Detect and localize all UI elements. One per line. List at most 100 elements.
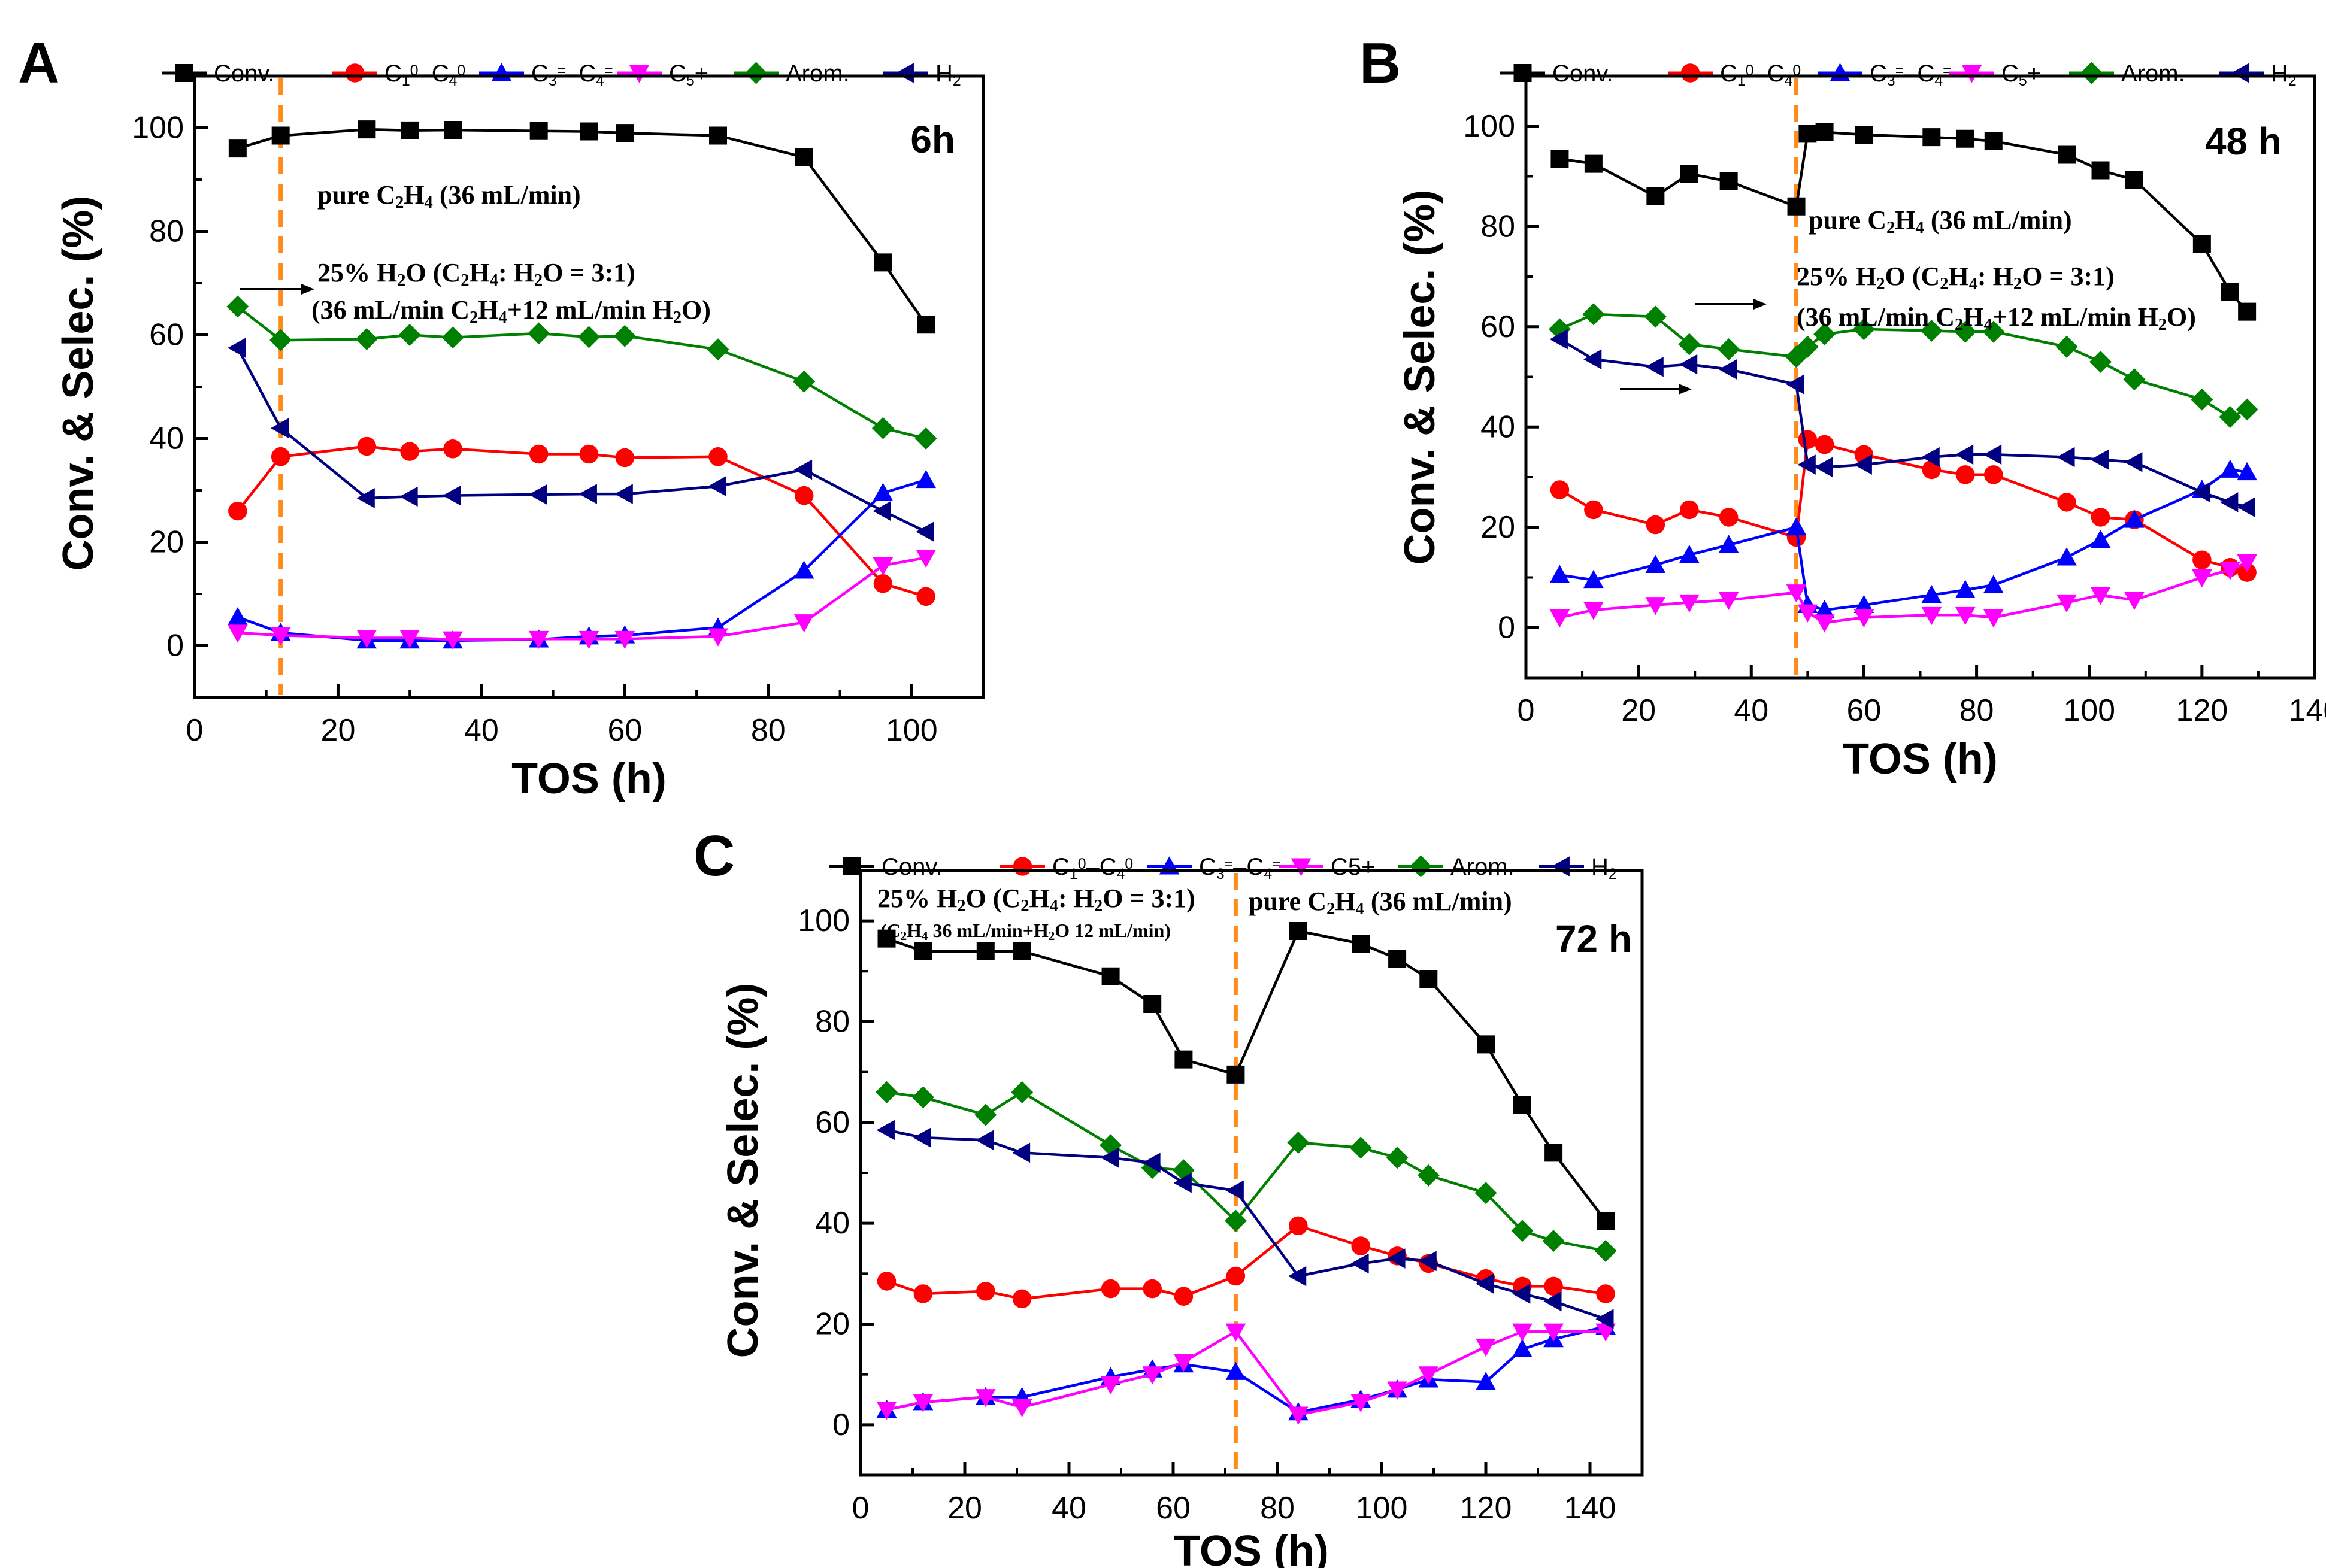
data-point-Conv. — [401, 121, 419, 139]
data-point-Conv. — [2125, 171, 2143, 189]
data-point-C5+ — [1476, 1338, 1496, 1357]
series-Conv. — [877, 922, 1615, 1230]
data-point-H2 — [2220, 492, 2239, 512]
data-point-Arom. — [1474, 1182, 1497, 1205]
y-tick-label: 100 — [1463, 109, 1515, 144]
data-point-Conv. — [1597, 1211, 1615, 1230]
annotation-text-sub: 2 — [395, 193, 404, 212]
annotation-text-part: O = 3:1) — [1103, 884, 1195, 913]
data-point-C5+ — [876, 1402, 897, 1420]
data-point-C1-C4 — [1956, 465, 1975, 484]
data-point-C5+ — [443, 631, 463, 650]
data-point-Arom. — [1920, 319, 1943, 342]
data-point-C5+ — [614, 630, 635, 650]
series-H2 — [1549, 329, 2255, 518]
series-H2 — [228, 338, 934, 542]
annotation-text-part: : H — [498, 258, 534, 287]
data-point-C3=-C4= — [2090, 529, 2111, 548]
y-tick-label: 20 — [1480, 510, 1515, 545]
data-point-H2 — [793, 459, 813, 480]
legend-label-part: Conv. — [1552, 60, 1613, 87]
data-point-H2 — [876, 1120, 895, 1141]
data-point-Arom. — [1982, 320, 2005, 343]
series-line-C5+ — [237, 556, 926, 641]
data-point-H2 — [614, 484, 633, 504]
data-point-C5+ — [1418, 1366, 1439, 1385]
data-point-C1-C4 — [1101, 1279, 1120, 1299]
legend-label-part: C — [1052, 854, 1070, 880]
data-point-H2 — [916, 521, 934, 542]
series-C3=-C4= — [876, 1316, 1616, 1421]
data-point-H2 — [1679, 354, 1698, 375]
annotation-text-part: : H — [1058, 884, 1094, 913]
annotation-text: pure C2H4 (36 mL/min) — [1249, 887, 1512, 918]
data-point-Arom. — [1349, 1136, 1372, 1159]
legend-marker-H2 — [1551, 856, 1570, 876]
data-point-C5+ — [2090, 587, 2111, 605]
data-point-Conv. — [1477, 1035, 1495, 1054]
y-tick-label: 80 — [815, 1005, 850, 1039]
x-tick-label: 40 — [1052, 1491, 1086, 1525]
data-point-C3=-C4= — [1476, 1372, 1496, 1390]
data-point-C3=-C4= — [1786, 517, 1807, 536]
data-point-Arom. — [1542, 1230, 1565, 1252]
data-point-C5+ — [1718, 592, 1739, 610]
data-point-C1-C4 — [1351, 1236, 1370, 1255]
data-point-C3=-C4= — [1921, 585, 1942, 603]
data-point-C3=-C4= — [2220, 459, 2240, 478]
legend-label: Conv. — [1552, 60, 1613, 87]
data-point-C1-C4 — [1143, 1279, 1162, 1299]
corner-label: 72 h — [1555, 917, 1632, 960]
panel-letter: B — [1359, 31, 1401, 95]
data-point-C1-C4 — [1012, 1289, 1032, 1309]
data-point-C3=-C4= — [2124, 509, 2145, 528]
data-point-H2 — [1797, 454, 1816, 475]
annotation-text-sub: 4 — [490, 271, 498, 290]
legend-marker-C5+ — [1291, 858, 1312, 876]
data-point-C5+ — [1288, 1406, 1309, 1425]
legend-label-part: Conv. — [882, 854, 943, 880]
annotation-text-part: : H — [1977, 262, 2013, 291]
data-point-H2 — [1173, 1173, 1192, 1193]
annotation-text-sub: 4 — [1969, 275, 1977, 293]
data-point-H2 — [1100, 1147, 1119, 1168]
legend-marker-Arom. — [2080, 62, 2103, 84]
series-Arom. — [226, 295, 937, 450]
x-tick-label: 80 — [1959, 693, 1994, 728]
data-point-C5+ — [793, 614, 814, 633]
annotation-text-sub: 2 — [2013, 275, 2022, 293]
annotation-text-sub: 4 — [1916, 219, 1924, 237]
legend-label-part: –C — [1086, 854, 1116, 880]
legend-marker-C5+ — [1961, 65, 1982, 83]
data-point-C5+ — [1173, 1354, 1194, 1372]
chart-panel-a: A Conv. C10–C40 C3=–C4= C5+ Arom. H20204060801… — [18, 31, 985, 803]
data-point-C3=-C4= — [2057, 547, 2077, 566]
series-line-Conv. — [237, 128, 928, 326]
annotation-text-sub: 2 — [901, 929, 907, 943]
data-point-Conv. — [1388, 950, 1407, 968]
data-point-C1-C4 — [794, 486, 814, 505]
data-point-Arom. — [974, 1103, 997, 1126]
legend-label-sup: = — [1272, 856, 1280, 872]
series-line-C1-C4 — [237, 445, 926, 598]
data-point-C1-C4 — [271, 447, 290, 466]
data-point-Conv. — [2221, 283, 2239, 301]
data-point-C5+ — [579, 630, 599, 650]
legend-marker-C1-C4 — [345, 63, 365, 83]
x-tick-label: 140 — [1564, 1491, 1616, 1525]
data-point-Conv. — [1544, 1144, 1563, 1162]
legend-label: C10–C40 — [384, 60, 465, 89]
legend-marker-C5+ — [629, 65, 650, 83]
data-point-Arom. — [2236, 398, 2258, 421]
data-point-Conv. — [271, 126, 290, 145]
series-Arom. — [1548, 303, 2258, 428]
data-point-Conv. — [914, 942, 932, 960]
annotation-text-part: O) — [2167, 302, 2196, 332]
annotation-text: (36 mL/min C2H4+12 mL/min H2O) — [1797, 302, 2196, 334]
y-tick-label: 100 — [132, 111, 184, 145]
data-point-Arom. — [876, 1081, 898, 1103]
data-point-C5+ — [2220, 562, 2240, 580]
data-point-C3=-C4= — [793, 560, 814, 579]
data-point-C3=-C4= — [228, 607, 248, 626]
data-point-C3=-C4= — [1814, 600, 1835, 618]
